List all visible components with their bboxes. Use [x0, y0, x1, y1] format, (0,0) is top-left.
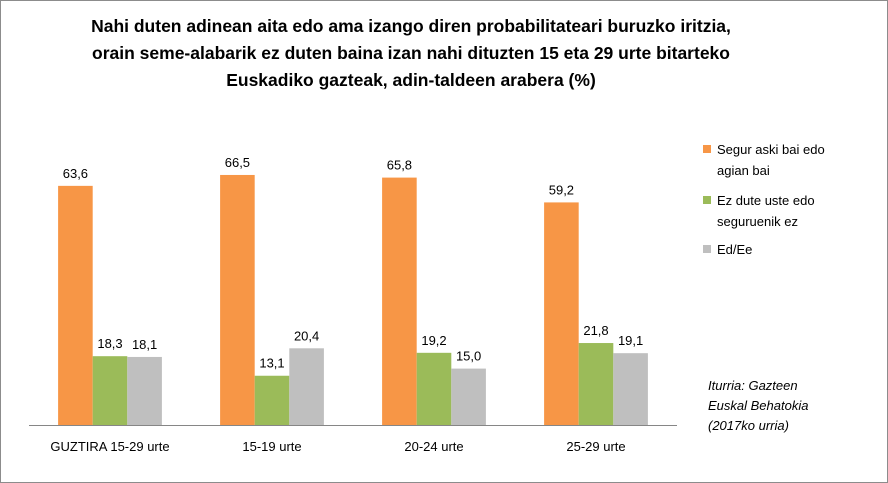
legend-swatch-green: [703, 196, 711, 204]
bar: [254, 375, 290, 425]
legend-label: agian bai: [717, 163, 770, 178]
legend-label: seguruenik ez: [717, 214, 798, 229]
bar: [613, 353, 648, 425]
data-label: 20,4: [294, 328, 319, 343]
legend-label: Segur aski bai edo: [717, 142, 825, 157]
x-tick-label: 15-19 urte: [242, 439, 301, 454]
legend-label: Ez dute uste edo: [717, 193, 815, 208]
bar: [578, 343, 614, 425]
data-label: 66,5: [225, 155, 250, 170]
data-label: 18,1: [132, 337, 157, 352]
data-label: 63,6: [63, 166, 88, 181]
title-line-1: Nahi duten adinean aita edo ama izango d…: [91, 16, 731, 36]
legend-item-3: Ed/Ee: [703, 239, 753, 260]
data-label: 13,1: [259, 356, 284, 371]
bar: [451, 368, 486, 425]
x-tick-label: GUZTIRA 15-29 urte: [50, 439, 169, 454]
bar: [92, 356, 128, 425]
legend-swatch-gray: [703, 245, 711, 253]
data-label: 19,2: [421, 333, 446, 348]
bar: [382, 177, 417, 425]
data-label: 59,2: [549, 182, 574, 197]
bar: [58, 185, 93, 425]
bar: [416, 352, 452, 425]
data-label: 18,3: [97, 336, 122, 351]
bar: [544, 202, 579, 425]
bar: [220, 174, 255, 425]
data-label: 19,1: [618, 333, 643, 348]
x-tick-label: 25-29 urte: [566, 439, 625, 454]
source-line: Euskal Behatokia: [708, 398, 809, 413]
source-line: (2017ko urria): [708, 418, 789, 433]
source-note: Iturria: Gazteen Euskal Behatokia (2017k…: [708, 376, 808, 436]
bar: [127, 356, 162, 425]
title-line-2: orain seme-alabarik ez duten baina izan …: [92, 43, 730, 63]
data-label: 15,0: [456, 349, 481, 364]
legend-swatch-orange: [703, 145, 711, 153]
data-label: 21,8: [583, 323, 608, 338]
source-line: Iturria: Gazteen: [708, 378, 798, 393]
legend-label: Ed/Ee: [717, 242, 753, 257]
title-line-3: Euskadiko gazteak, adin-taldeen arabera …: [226, 70, 596, 90]
data-label: 65,8: [387, 158, 412, 173]
legend-item-1: Segur aski bai edo agian bai: [703, 139, 825, 181]
x-tick-label: 20-24 urte: [404, 439, 463, 454]
legend-item-2: Ez dute uste edo seguruenik ez: [703, 190, 815, 232]
bar: [289, 348, 324, 425]
chart-title: Nahi duten adinean aita edo ama izango d…: [41, 13, 781, 94]
